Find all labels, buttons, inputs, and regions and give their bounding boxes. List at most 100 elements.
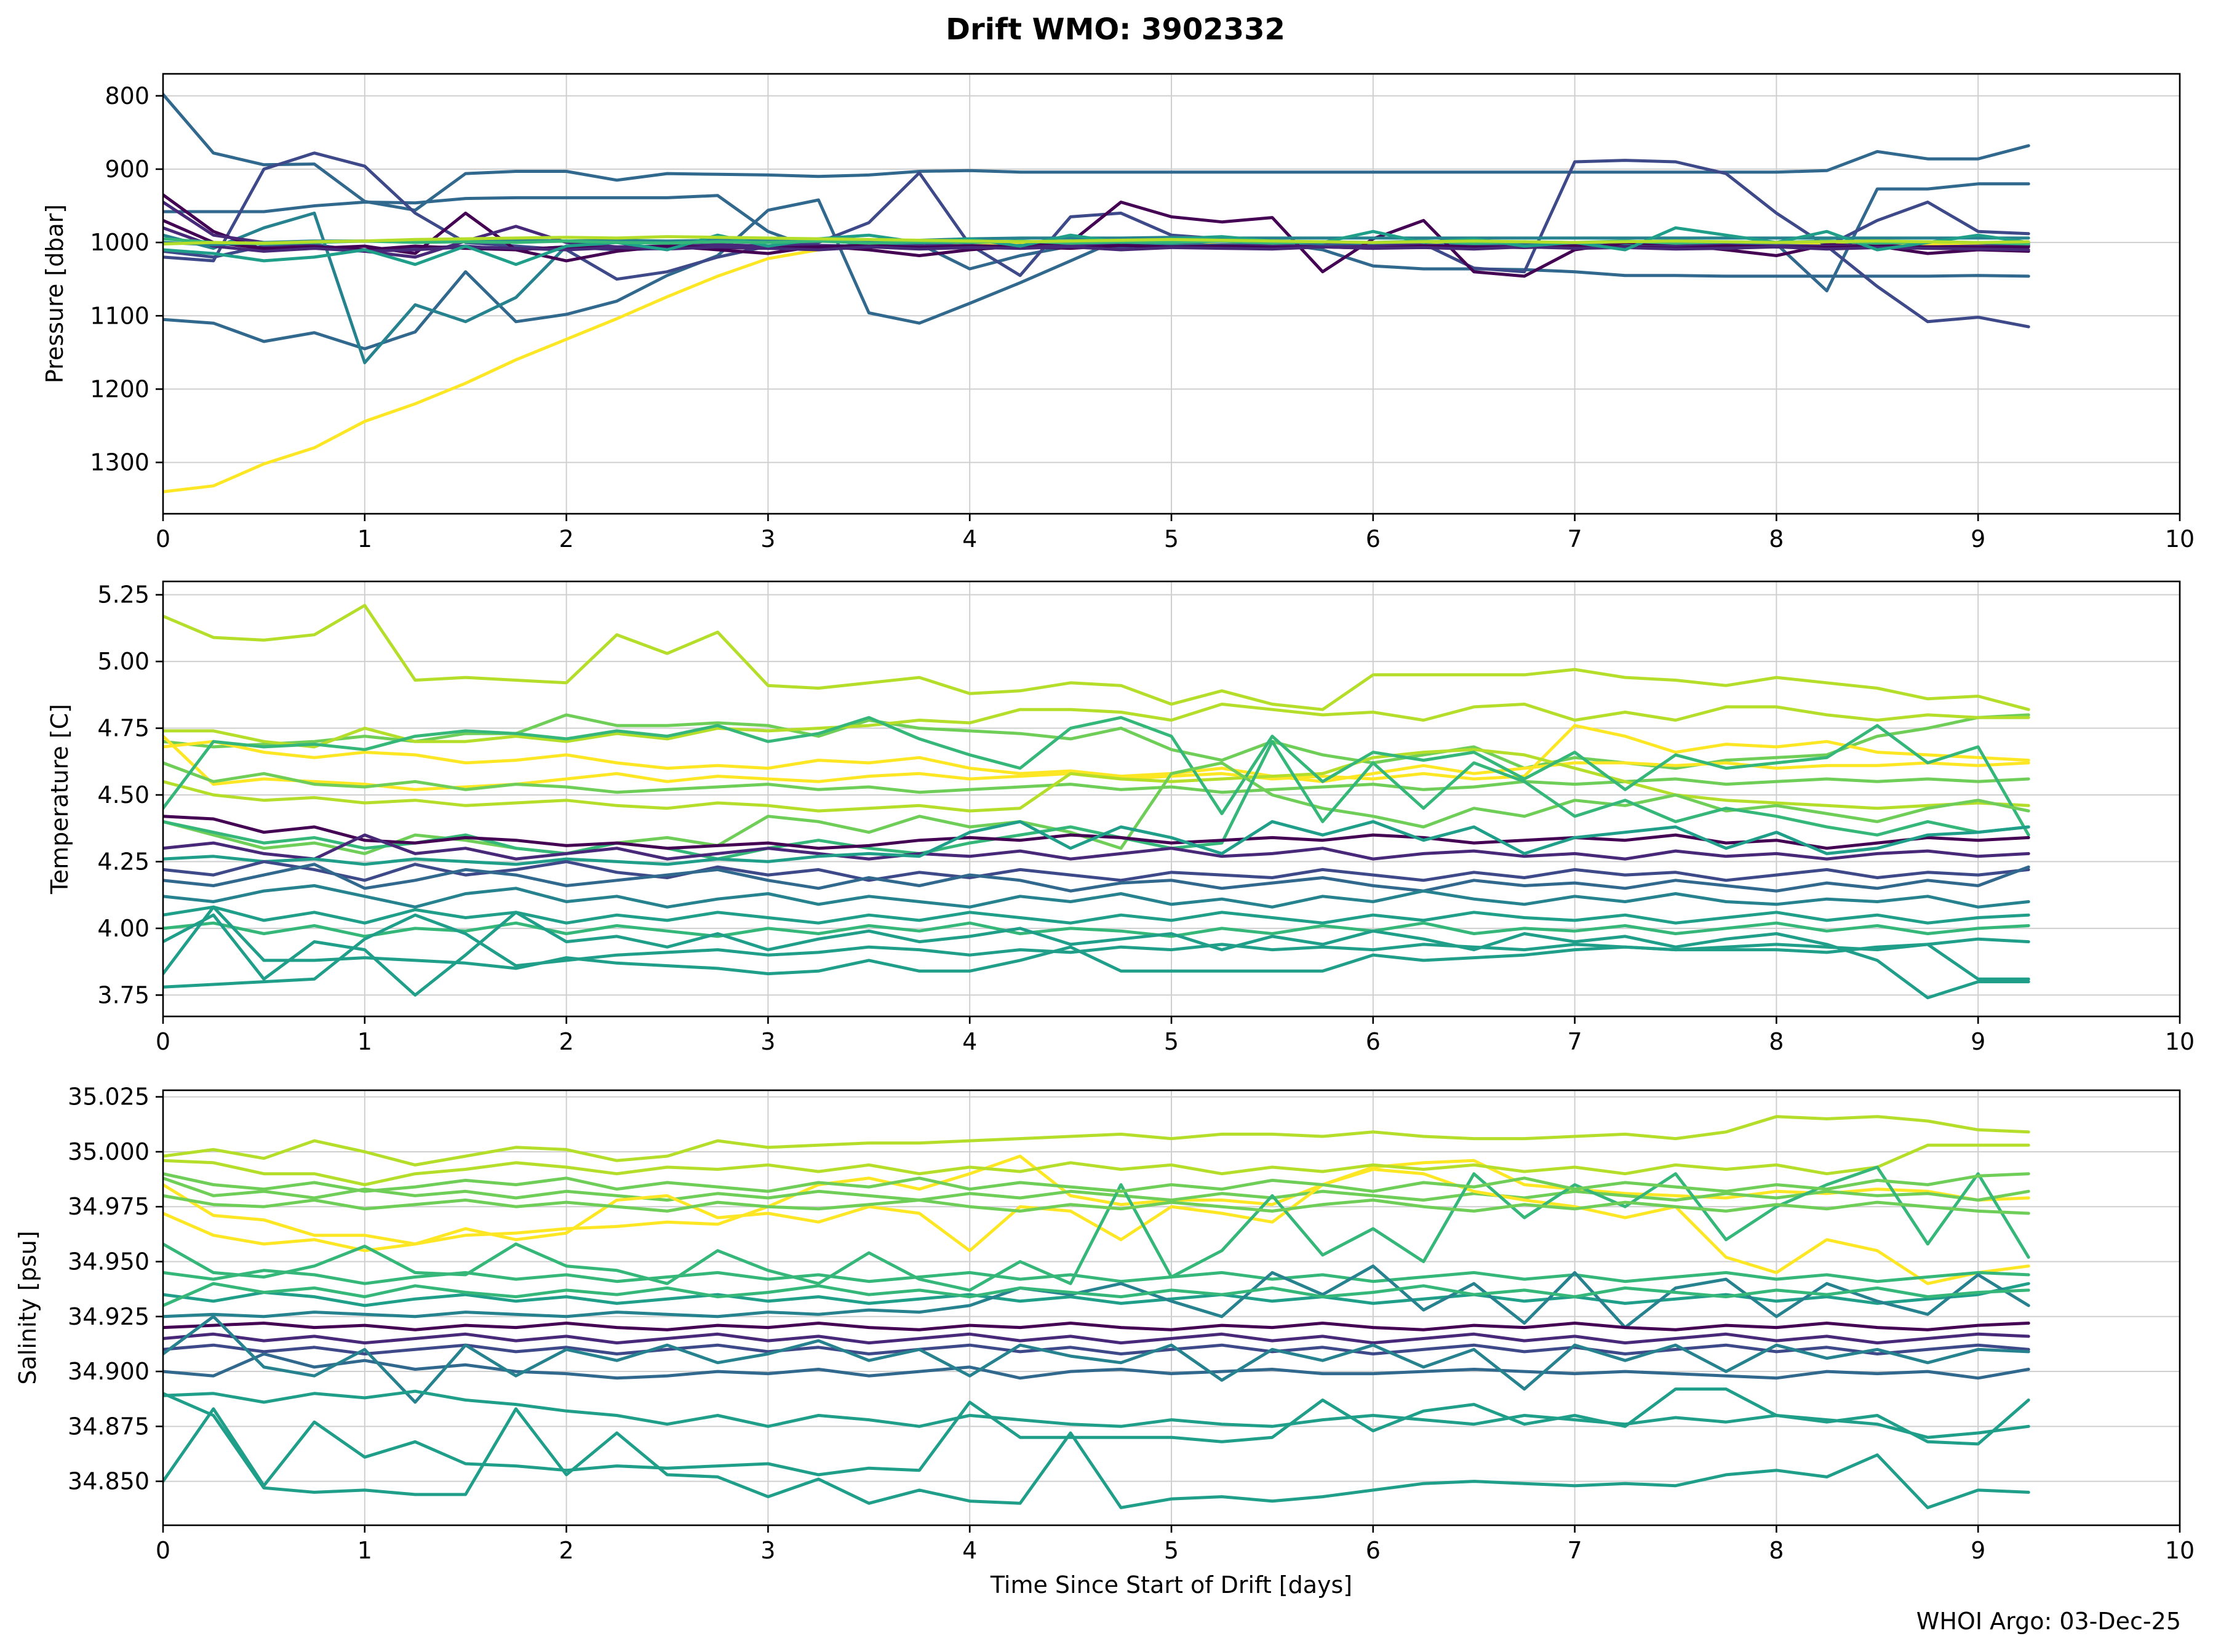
salinity-ytick-label: 34.950 xyxy=(68,1248,150,1275)
temperature-panel: 0 1 2 3 4 5 6 7 8 9 10 3.75 4.00 4.25 4.50 4.75 5.00 5.25… xyxy=(46,580,2195,1055)
pressure-ytick-label: 1200 xyxy=(90,375,150,402)
pressure-series-line-14 xyxy=(163,235,2030,245)
salinity-xtick-label: 5 xyxy=(1164,1537,1179,1564)
salinity-series-line-11 xyxy=(163,1282,2030,1307)
pressure-series-line-9 xyxy=(163,218,2030,252)
salinity-series-line-1 xyxy=(163,1154,2030,1246)
salinity-series-line-17 xyxy=(163,1389,2030,1439)
temperature-series-line-5 xyxy=(163,761,2030,794)
temperature-xtick-label: 0 xyxy=(156,1028,170,1055)
salinity-series-line-15 xyxy=(163,1352,2030,1380)
salinity-ylabel: Salinity [psu] xyxy=(14,1231,41,1384)
salinity-ytick-label: 35.025 xyxy=(68,1083,150,1111)
pressure-xtick-label: 3 xyxy=(760,525,775,553)
salinity-ytick-label: 34.975 xyxy=(68,1193,150,1220)
salinity-series-line-12 xyxy=(163,1322,2030,1331)
temperature-series-line-13 xyxy=(163,860,2030,882)
salinity-ytick-label: 34.925 xyxy=(68,1303,150,1330)
temperature-series-line-3 xyxy=(163,703,2030,749)
pressure-xtick-label: 0 xyxy=(156,525,170,553)
temperature-series-line-15 xyxy=(163,884,2030,909)
salinity-xtick-label: 4 xyxy=(962,1537,977,1564)
temperature-series-line-18 xyxy=(163,911,2030,1000)
salinity-series-line-13 xyxy=(163,1332,2030,1345)
salinity-series-line-8 xyxy=(163,1269,2030,1285)
temperature-series-line-0 xyxy=(163,604,2030,711)
temperature-xtick-label: 1 xyxy=(357,1028,372,1055)
pressure-ytick-label: 1300 xyxy=(90,449,150,476)
temperature-ytick-label: 4.75 xyxy=(97,715,150,742)
salinity-series-line-19 xyxy=(163,1392,2030,1509)
pressure-xtick-label: 6 xyxy=(1366,525,1381,553)
salinity-ytick-label: 34.900 xyxy=(68,1358,150,1385)
salinity-xtick-label: 0 xyxy=(156,1537,170,1564)
temperature-ytick-label: 4.25 xyxy=(97,848,150,875)
temperature-series-line-17 xyxy=(163,921,2030,938)
temperature-xtick-label: 4 xyxy=(962,1028,977,1055)
temperature-series-line-1 xyxy=(163,713,2030,770)
salinity-ytick-label: 34.875 xyxy=(68,1413,150,1440)
pressure-xtick-label: 1 xyxy=(357,525,372,553)
temperature-series-line-16 xyxy=(163,905,2030,925)
pressure-ylabel: Pressure [dbar] xyxy=(41,204,68,383)
temperature-xtick-label: 10 xyxy=(2165,1028,2195,1055)
salinity-series-line-16 xyxy=(163,1315,2030,1404)
salinity-xtick-label: 1 xyxy=(357,1537,372,1564)
salinity-series-line-6 xyxy=(163,1172,2030,1193)
temperature-series-line-7 xyxy=(163,716,2030,837)
pressure-series-line-6 xyxy=(163,211,2030,364)
temperature-ytick-label: 3.75 xyxy=(97,981,150,1008)
salinity-grid xyxy=(162,1090,2180,1525)
credit-label: WHOI Argo: 03-Dec-25 xyxy=(1916,1608,2181,1635)
salinity-series-line-18 xyxy=(163,1387,2030,1488)
pressure-xtick-label: 7 xyxy=(1568,525,1582,553)
temperature-ytick-label: 5.25 xyxy=(97,581,150,609)
salinity-series-line-0 xyxy=(163,1115,2030,1167)
pressure-xtick-label: 8 xyxy=(1769,525,1784,553)
pressure-panel: 0 1 2 3 4 5 6 7 8 9 10 800 900 1000 1100 1200 1300 Pressu… xyxy=(41,73,2195,553)
temperature-xtick-label: 6 xyxy=(1366,1028,1381,1055)
temperature-xtick-label: 8 xyxy=(1769,1028,1784,1055)
pressure-ytick-label: 1100 xyxy=(90,302,150,329)
temperature-ytick-label: 5.00 xyxy=(97,648,150,675)
pressure-series-line-10 xyxy=(163,226,2030,253)
salinity-xlabel: Time Since Start of Drift [days] xyxy=(990,1571,1352,1598)
salinity-series-line-10 xyxy=(163,1264,2030,1330)
pressure-series-line-12 xyxy=(163,226,2030,266)
salinity-ytick-label: 35.000 xyxy=(68,1138,150,1165)
temperature-series-line-19 xyxy=(163,905,2030,976)
temperature-series-group xyxy=(163,604,2030,1000)
temperature-ylabel: Temperature [C] xyxy=(46,704,73,895)
temperature-series-line-14 xyxy=(163,863,2030,893)
pressure-xtick-label: 9 xyxy=(1971,525,1985,553)
temperature-xtick-label: 9 xyxy=(1971,1028,1985,1055)
salinity-series-line-14 xyxy=(163,1343,2030,1355)
pressure-ytick-label: 900 xyxy=(105,156,150,183)
pressure-xtick-label: 5 xyxy=(1164,525,1179,553)
salinity-series-line-2 xyxy=(163,1143,2030,1186)
temperature-series-line-20 xyxy=(163,913,2030,989)
salinity-xtick-label: 2 xyxy=(559,1537,574,1564)
salinity-series-line-3 xyxy=(163,1176,2030,1202)
pressure-xtick-label: 2 xyxy=(559,525,574,553)
temperature-xtick-label: 2 xyxy=(559,1028,574,1055)
temperature-xtick-label: 7 xyxy=(1568,1028,1582,1055)
salinity-series-group xyxy=(163,1115,2030,1509)
pressure-series-group xyxy=(163,92,2030,493)
figure-title: Drift WMO: 3902332 xyxy=(946,12,1285,47)
pressure-ytick-label: 800 xyxy=(105,82,150,110)
temperature-series-line-12 xyxy=(163,820,2030,866)
temperature-series-line-6 xyxy=(163,748,2030,813)
salinity-series-line-4 xyxy=(163,1168,2030,1285)
pressure-series-line-7 xyxy=(163,193,2030,278)
salinity-xtick-label: 10 xyxy=(2165,1537,2195,1564)
temperature-series-line-11 xyxy=(163,833,2030,861)
salinity-xtick-label: 6 xyxy=(1366,1537,1381,1564)
temperature-series-line-4 xyxy=(163,740,2030,783)
pressure-grid xyxy=(162,74,2180,514)
temperature-xtick-label: 3 xyxy=(760,1028,775,1055)
salinity-series-line-7 xyxy=(163,1194,2030,1215)
salinity-panel: 0 1 2 3 4 5 6 7 8 9 10 34.850 34.875 34.900 34.925 34.9… xyxy=(14,1083,2195,1598)
temperature-ytick-label: 4.00 xyxy=(97,915,150,942)
